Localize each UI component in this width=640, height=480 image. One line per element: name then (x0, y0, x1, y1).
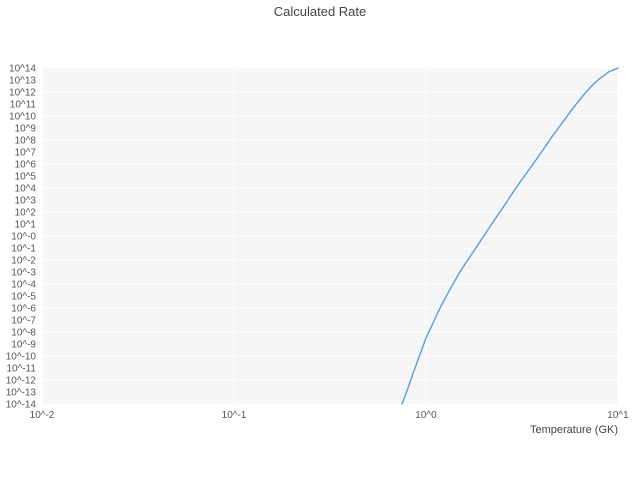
y-tick-label: 10^-3 (11, 268, 36, 279)
y-tick-label: 10^-11 (6, 364, 36, 375)
x-axis-label: Temperature (GK) (529, 424, 618, 436)
y-tick-label: 10^-9 (11, 340, 36, 351)
y-tick-label: 10^1 (15, 220, 37, 231)
y-tick-label: 10^5 (15, 172, 37, 183)
y-tick-label: 10^-1 (11, 244, 36, 255)
y-tick-label: 10^-12 (6, 376, 37, 387)
y-tick-label: 10^3 (15, 196, 37, 207)
y-tick-label: 10^-2 (11, 256, 36, 267)
y-tick-label: 10^-5 (11, 292, 36, 303)
y-tick-label: 10^8 (15, 136, 37, 147)
y-tick-label: 10^6 (15, 160, 37, 171)
x-tick-label: 10^1 (607, 410, 629, 421)
y-tick-label: 10^10 (9, 112, 36, 123)
y-tick-label: 10^13 (9, 76, 36, 87)
y-tick-label: 10^-10 (6, 352, 37, 363)
y-tick-label: 10^-6 (11, 304, 36, 315)
x-tick-label: 10^-1 (222, 410, 247, 421)
y-tick-label: 10^-13 (6, 388, 37, 399)
y-tick-label: 10^7 (15, 148, 37, 159)
y-tick-label: 10^14 (9, 64, 36, 75)
series-line-calculated-rate (401, 67, 619, 405)
y-tick-label: 10^11 (10, 100, 37, 111)
y-tick-label: 10^-0 (11, 232, 36, 243)
y-tick-label: 10^9 (15, 124, 37, 135)
y-tick-label: 10^-7 (11, 316, 36, 327)
y-tick-label: 10^4 (15, 184, 37, 195)
x-tick-label: 10^-2 (30, 410, 55, 421)
chart-title: Calculated Rate (273, 4, 367, 19)
y-tick-label: 10^-8 (11, 328, 36, 339)
x-tick-label: 10^0 (415, 410, 437, 421)
y-tick-label: 10^12 (9, 88, 36, 99)
y-tick-label: 10^2 (15, 208, 37, 219)
y-tick-label: 10^-4 (11, 280, 36, 291)
y-tick-label: 10^-14 (6, 400, 37, 411)
